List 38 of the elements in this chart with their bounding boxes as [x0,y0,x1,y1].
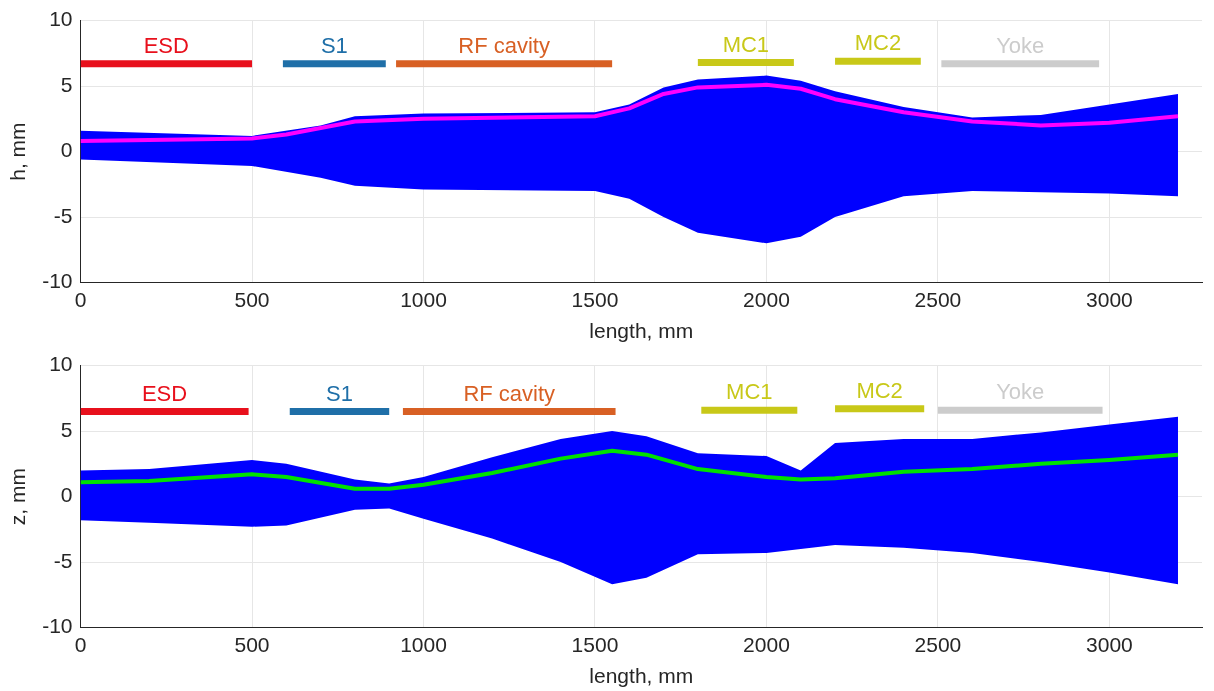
x-tick-label: 500 [234,633,270,656]
y-tick-label: 5 [60,417,73,441]
y-tick-label: 5 [60,72,73,96]
series-label: S1 [326,380,353,406]
x-tick-label: 0 [74,288,87,311]
series-label: MC1 [726,379,773,405]
y-tick-label: -5 [53,203,73,227]
y-axis-title: z, mm [6,468,30,526]
x-axis-title: length, mm [589,664,694,688]
series-label: ESD [143,32,189,58]
series-label: RF cavity [463,380,556,406]
x-tick-label: 500 [234,288,270,311]
series-label: MC2 [856,377,903,403]
x-tick-label: 2500 [914,288,962,311]
y-tick-label: 0 [60,138,73,162]
series-label: RF cavity [458,32,550,58]
y-tick-label: 0 [60,483,73,507]
x-tick-label: 1000 [400,633,447,656]
x-tick-label: 1500 [571,633,619,656]
x-tick-label: 2000 [743,288,790,311]
series-label: ESD [141,380,188,406]
series-label: S1 [320,32,348,58]
x-tick-label: 3000 [1086,288,1133,311]
y-tick-label: -10 [42,614,73,638]
x-tick-label: 1500 [571,288,619,311]
y-tick-label: -10 [42,269,73,293]
series-label: MC1 [722,31,770,57]
x-tick-label: 3000 [1086,633,1133,656]
x-tick-label: 0 [74,633,87,656]
x-tick-label: 2500 [914,633,962,656]
x-tick-label: 1000 [400,288,447,311]
y-axis-title: h, mm [6,122,30,181]
y-tick-label: 10 [49,7,73,31]
y-tick-label: 10 [49,352,73,376]
y-tick-label: -5 [53,548,73,572]
x-axis-title: length, mm [589,319,694,343]
x-tick-label: 2000 [743,633,790,656]
series-label: MC2 [854,30,902,56]
